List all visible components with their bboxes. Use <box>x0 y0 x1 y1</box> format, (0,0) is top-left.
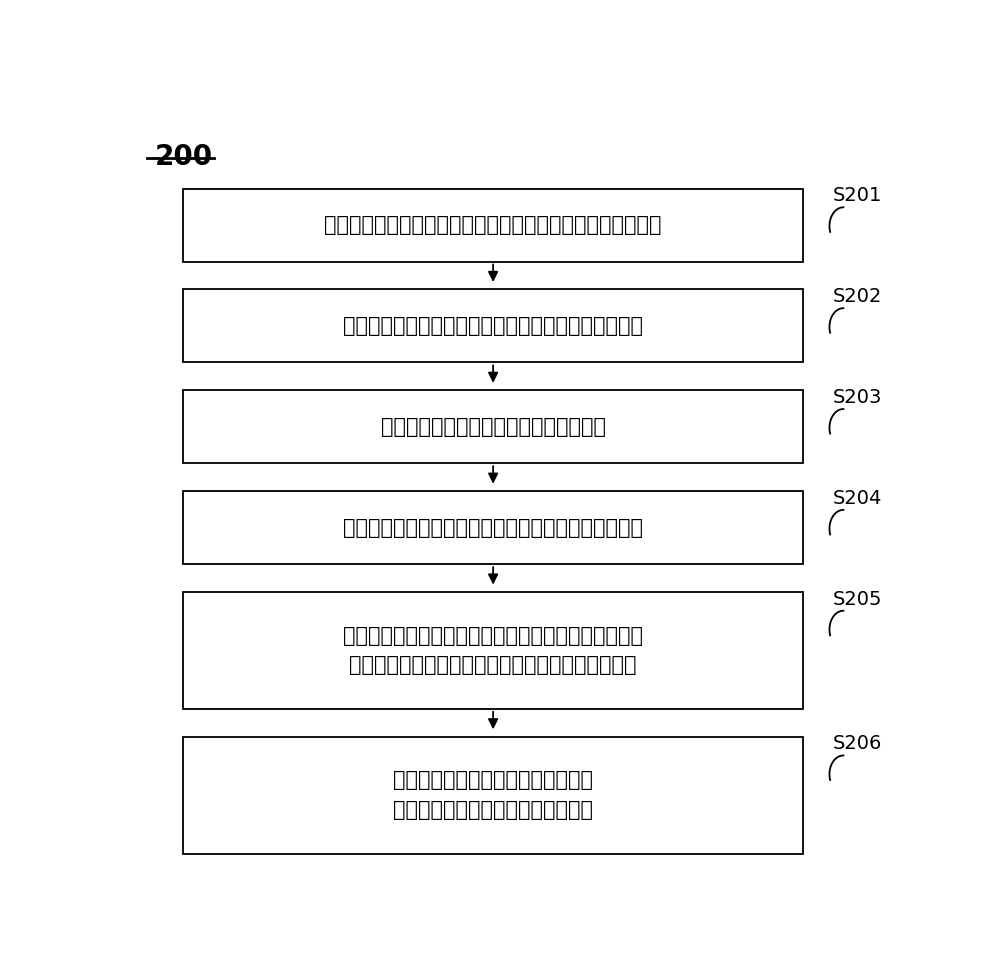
Text: 将影像强度标准化后的正规化扫描影像转换为二维影像: 将影像强度标准化后的正规化扫描影像转换为二维影像 <box>343 517 643 538</box>
Text: 将扫描影像对位到标准脑空间，以得出正规化扫描影像: 将扫描影像对位到标准脑空间，以得出正规化扫描影像 <box>343 316 643 336</box>
Text: 从扫描仪取得受测者的脑部的扫描影像，扫描影像为三维影像: 从扫描仪取得受测者的脑部的扫描影像，扫描影像为三维影像 <box>324 215 662 235</box>
Text: S204: S204 <box>833 489 882 508</box>
Bar <box>183 390 803 464</box>
Bar <box>183 289 803 362</box>
Bar <box>183 491 803 564</box>
Text: S202: S202 <box>833 287 882 306</box>
Text: S201: S201 <box>833 186 882 205</box>
Text: 200: 200 <box>154 143 213 172</box>
Text: 对该正规化扫描影像进行影像强度标准化: 对该正规化扫描影像进行影像强度标准化 <box>381 417 606 437</box>
Text: 对二维影像的感兴趣区域剪裁出多个影像数据，感兴趣
区域包含左侧尾核、左侧壳核、右侧尾核与右侧壳核: 对二维影像的感兴趣区域剪裁出多个影像数据，感兴趣 区域包含左侧尾核、左侧壳核、右… <box>343 626 643 675</box>
Text: S203: S203 <box>833 388 882 407</box>
Text: 基于多个影像数据，以迁移学习建立
多巴胺神经元丧失程度度量评估模型: 基于多个影像数据，以迁移学习建立 多巴胺神经元丧失程度度量评估模型 <box>393 770 593 820</box>
Text: S205: S205 <box>833 590 882 609</box>
Bar <box>183 737 803 854</box>
Text: S206: S206 <box>833 734 882 753</box>
Bar <box>183 188 803 262</box>
Bar <box>183 592 803 709</box>
